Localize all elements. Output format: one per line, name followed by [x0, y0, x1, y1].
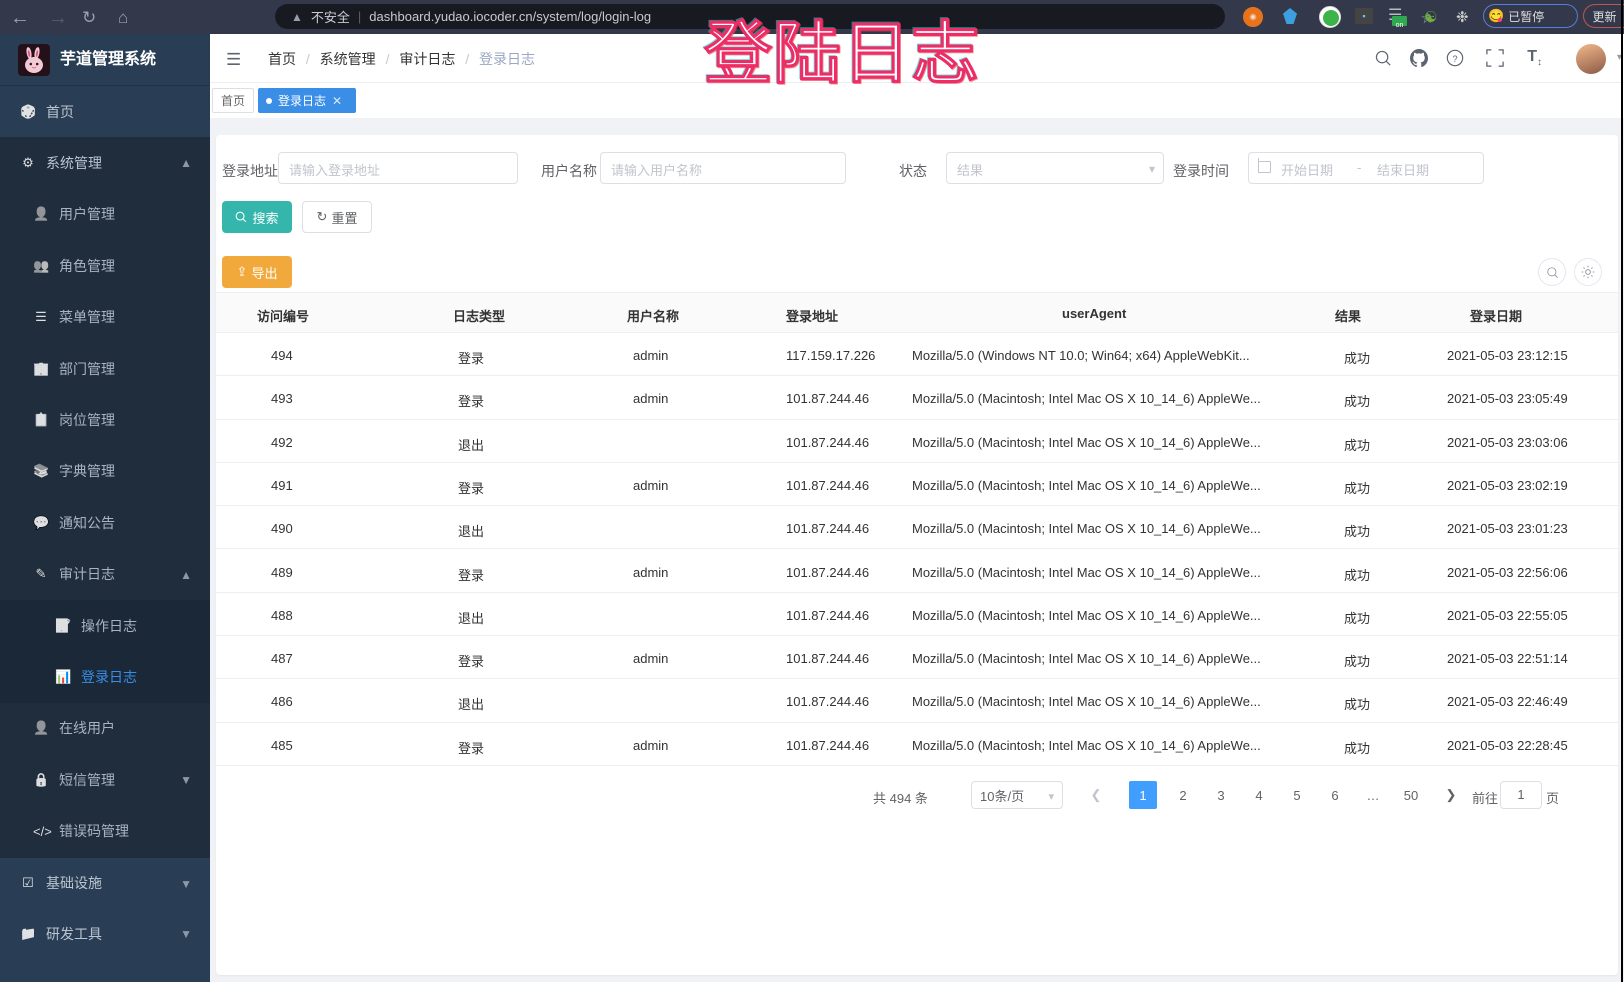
svg-text:?: ? [1452, 54, 1457, 64]
